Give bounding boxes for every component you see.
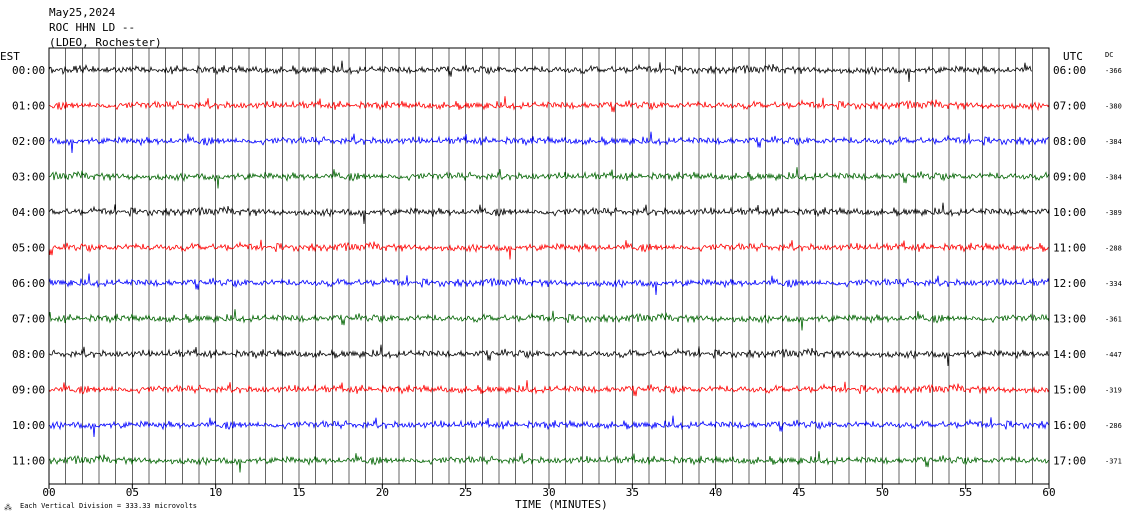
- dc-offset-label: -389: [1105, 209, 1122, 217]
- plot-frame: [48, 47, 1050, 485]
- utc-hour-label: 08:00: [1053, 135, 1086, 148]
- x-axis-ticks: 00 05 10 15 20 25 30 35 40 45 50 55 60: [42, 484, 1056, 499]
- trace-line: [48, 131, 1049, 154]
- dc-header: DC: [1105, 51, 1113, 59]
- est-hour-label: 02:00: [12, 135, 45, 148]
- right-timezone-label: UTC: [1063, 50, 1083, 63]
- x-tick-label: 55: [959, 486, 972, 499]
- x-tick-label: 15: [292, 486, 305, 499]
- est-hour-label: 10:00: [12, 419, 45, 432]
- x-tick-label: 45: [792, 486, 805, 499]
- dc-offset-label: -286: [1105, 422, 1122, 430]
- trace-line: [48, 273, 1050, 296]
- x-tick-label: 05: [126, 486, 139, 499]
- left-timezone-label: EST: [0, 50, 20, 63]
- est-hour-label: 03:00: [12, 171, 45, 184]
- trace-line: [48, 60, 1033, 83]
- dc-offset-label: -384: [1105, 138, 1122, 146]
- x-tick-label: 35: [626, 486, 639, 499]
- dc-offset-label: -319: [1105, 387, 1122, 395]
- utc-hour-labels: 06:00 07:00 08:00 09:00 10:00 11:00 12:00 13:00…: [1053, 64, 1086, 468]
- trace-line: [48, 202, 1050, 225]
- trace-line: [48, 380, 1050, 397]
- utc-hour-label: 14:00: [1053, 348, 1086, 361]
- est-hour-label: 11:00: [12, 455, 45, 468]
- dc-offset-label: -334: [1105, 280, 1122, 288]
- trace-line: [48, 344, 1049, 367]
- est-hour-label: 00:00: [12, 64, 45, 77]
- scale-icon: ⁂: [4, 503, 12, 512]
- utc-hour-label: 13:00: [1053, 313, 1086, 326]
- trace-line: [48, 451, 1050, 473]
- x-axis-label: TIME (MINUTES): [515, 498, 608, 511]
- network-label: (LDEO, Rochester): [49, 36, 162, 49]
- dc-offset-label: -371: [1105, 458, 1122, 466]
- est-hour-label: 07:00: [12, 313, 45, 326]
- x-tick-label: 30: [542, 486, 555, 499]
- trace-group: [48, 60, 1050, 473]
- utc-hour-label: 16:00: [1053, 419, 1086, 432]
- trace-line: [48, 415, 1050, 438]
- date-label: May25,2024: [49, 6, 116, 19]
- est-hour-label: 09:00: [12, 384, 45, 397]
- station-label: ROC HHN LD --: [49, 21, 135, 34]
- trace-line: [48, 239, 1050, 260]
- x-tick-label: 20: [376, 486, 389, 499]
- dc-offset-label: -380: [1105, 103, 1122, 111]
- x-tick-label: 50: [876, 486, 889, 499]
- utc-hour-label: 09:00: [1053, 171, 1086, 184]
- trace-line: [49, 96, 1050, 113]
- est-hour-label: 04:00: [12, 206, 45, 219]
- utc-hour-label: 06:00: [1053, 64, 1086, 77]
- dc-offset-label: -361: [1105, 316, 1122, 324]
- utc-hour-label: 10:00: [1053, 206, 1086, 219]
- dc-offset-label: -447: [1105, 351, 1122, 359]
- est-hour-label: 01:00: [12, 100, 45, 113]
- utc-hour-label: 07:00: [1053, 100, 1086, 113]
- minute-grid: [65, 48, 1033, 484]
- est-hour-labels: 00:00 01:00 02:00 03:00 04:00 05:00 06:00 07:00…: [12, 64, 45, 468]
- x-tick-label: 40: [709, 486, 722, 499]
- est-hour-label: 08:00: [12, 348, 45, 361]
- dc-offset-label: -366: [1105, 67, 1122, 75]
- x-tick-label: 10: [209, 486, 222, 499]
- est-hour-label: 06:00: [12, 277, 45, 290]
- scale-note: Each Vertical Division = 333.33 microvol…: [20, 502, 197, 510]
- dc-offset-label: -384: [1105, 174, 1122, 182]
- utc-hour-label: 15:00: [1053, 384, 1086, 397]
- utc-hour-label: 12:00: [1053, 277, 1086, 290]
- dc-offset-label: -288: [1105, 245, 1122, 253]
- est-hour-label: 05:00: [12, 242, 45, 255]
- dc-offset-labels: -366 -380 -384 -384 -389 -288 -334 -361 -447 -319…: [1105, 67, 1122, 466]
- utc-hour-label: 17:00: [1053, 455, 1086, 468]
- x-tick-label: 60: [1042, 486, 1055, 499]
- x-tick-label: 25: [459, 486, 472, 499]
- utc-hour-label: 11:00: [1053, 242, 1086, 255]
- trace-line: [48, 309, 1050, 331]
- x-tick-label: 00: [42, 486, 55, 499]
- trace-line: [48, 167, 1050, 189]
